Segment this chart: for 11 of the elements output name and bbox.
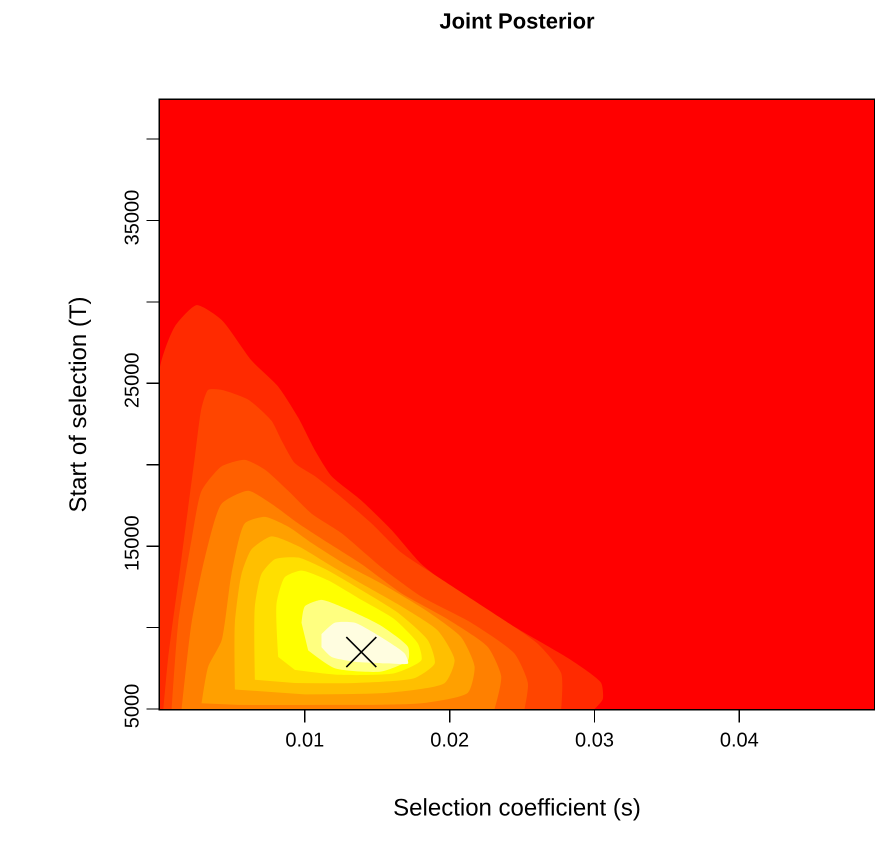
y-tick-label: 35000 [122, 190, 144, 246]
y-tick-label: 25000 [122, 352, 144, 408]
y-tick-label: 15000 [122, 515, 144, 571]
x-axis-title: Selection coefficient (s) [393, 794, 641, 822]
y-tick-label: 5000 [122, 684, 144, 728]
x-tick-label: 0.04 [720, 729, 759, 752]
y-axis-title: Start of selection (T) [64, 296, 92, 513]
x-tick-label: 0.01 [285, 729, 324, 752]
x-tick-label: 0.03 [575, 729, 614, 752]
chart-title: Joint Posterior [439, 8, 596, 34]
x-tick-label: 0.02 [430, 729, 470, 752]
